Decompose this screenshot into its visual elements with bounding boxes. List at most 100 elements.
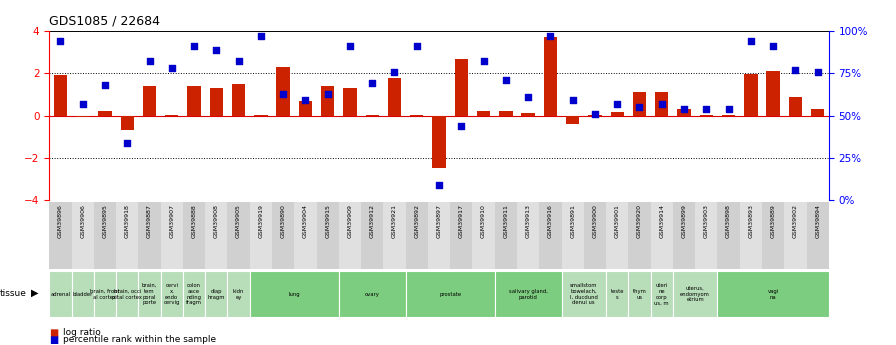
Point — [744, 38, 758, 44]
Bar — [584, 202, 606, 269]
Bar — [321, 86, 334, 116]
Bar — [49, 202, 72, 269]
Bar — [160, 271, 183, 317]
Text: GSM39916: GSM39916 — [547, 204, 553, 238]
Point — [788, 67, 803, 73]
Bar — [650, 202, 673, 269]
Text: GSM39893: GSM39893 — [748, 204, 754, 238]
Bar — [366, 115, 379, 116]
Bar — [544, 37, 557, 116]
Point — [699, 106, 713, 111]
Bar — [76, 116, 90, 117]
Bar — [116, 271, 138, 317]
Bar — [472, 202, 495, 269]
Bar — [610, 112, 624, 116]
Bar — [228, 271, 250, 317]
Text: GSM39908: GSM39908 — [214, 204, 219, 238]
Point — [321, 91, 335, 96]
Bar — [388, 78, 401, 116]
Point — [676, 106, 691, 111]
Bar — [811, 109, 824, 116]
Text: ovary: ovary — [365, 292, 380, 297]
Bar — [183, 202, 205, 269]
Text: GSM39917: GSM39917 — [459, 204, 464, 238]
Text: GSM39910: GSM39910 — [481, 204, 487, 238]
Bar — [205, 271, 228, 317]
Bar — [183, 271, 205, 317]
Bar — [428, 202, 450, 269]
Bar — [562, 271, 606, 317]
Bar — [495, 202, 517, 269]
Text: brain, occi
pital cortex: brain, occi pital cortex — [112, 289, 142, 299]
Text: kidn
ey: kidn ey — [233, 289, 245, 299]
Text: GSM39892: GSM39892 — [414, 204, 419, 238]
Bar — [589, 115, 601, 116]
Bar — [121, 116, 134, 130]
Text: GSM39912: GSM39912 — [370, 204, 375, 238]
Bar — [745, 75, 757, 116]
Bar — [361, 202, 383, 269]
Point — [120, 140, 134, 145]
Bar — [806, 202, 829, 269]
Bar — [628, 202, 650, 269]
Text: GSM39887: GSM39887 — [147, 204, 152, 238]
Text: GSM39900: GSM39900 — [592, 204, 598, 238]
Text: GSM39907: GSM39907 — [169, 204, 175, 238]
Text: GSM39920: GSM39920 — [637, 204, 642, 238]
Text: brain, front
al cortex: brain, front al cortex — [90, 289, 120, 299]
Text: GSM39904: GSM39904 — [303, 204, 308, 238]
Bar — [539, 202, 562, 269]
Bar — [450, 202, 472, 269]
Text: GSM39898: GSM39898 — [726, 204, 731, 238]
Point — [387, 69, 401, 75]
Text: GSM39906: GSM39906 — [80, 204, 85, 238]
Bar — [521, 114, 535, 116]
Bar — [606, 202, 628, 269]
Text: diap
hragm: diap hragm — [208, 289, 225, 299]
Bar — [160, 202, 183, 269]
Text: lung: lung — [289, 292, 300, 297]
Bar — [138, 271, 160, 317]
Bar — [339, 202, 361, 269]
Bar — [650, 271, 673, 317]
Text: GSM39891: GSM39891 — [570, 204, 575, 238]
Text: GSM39914: GSM39914 — [659, 204, 664, 238]
Bar — [187, 86, 201, 116]
Bar — [606, 271, 628, 317]
Bar — [517, 202, 539, 269]
Point — [142, 59, 157, 64]
Text: GSM39902: GSM39902 — [793, 204, 798, 238]
Bar — [695, 202, 718, 269]
Text: vagi
na: vagi na — [768, 289, 779, 299]
Bar — [633, 92, 646, 116]
Point — [565, 98, 580, 103]
Text: ■: ■ — [49, 335, 58, 345]
Point — [75, 101, 90, 107]
Bar — [294, 202, 316, 269]
Bar — [566, 116, 580, 124]
Text: uterus,
endomyom
etrium: uterus, endomyom etrium — [680, 286, 711, 303]
Text: salivary gland,
parotid: salivary gland, parotid — [509, 289, 547, 299]
Bar — [205, 202, 228, 269]
Text: GSM39888: GSM39888 — [192, 204, 196, 238]
Text: thym
us: thym us — [633, 289, 646, 299]
Point — [432, 182, 446, 188]
Bar — [383, 202, 406, 269]
Point — [454, 123, 469, 128]
Bar — [406, 271, 495, 317]
Point — [254, 33, 268, 39]
Text: GSM39921: GSM39921 — [392, 204, 397, 238]
Bar — [99, 111, 112, 116]
Bar — [339, 271, 406, 317]
Bar — [250, 271, 339, 317]
Bar — [49, 271, 72, 317]
Bar — [250, 202, 272, 269]
Text: GSM39897: GSM39897 — [436, 204, 442, 238]
Bar — [700, 115, 713, 116]
Point — [53, 38, 67, 44]
Bar — [165, 115, 178, 116]
Point — [187, 43, 202, 49]
Bar — [94, 271, 116, 317]
Bar — [72, 271, 94, 317]
Point — [766, 43, 780, 49]
